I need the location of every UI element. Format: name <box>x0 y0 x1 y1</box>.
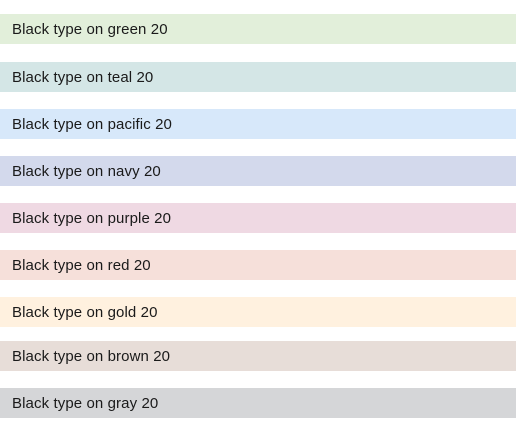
swatch-red-20: Black type on red 20 <box>0 250 516 280</box>
swatch-gray-20: Black type on gray 20 <box>0 388 516 418</box>
swatch-purple-20: Black type on purple 20 <box>0 203 516 233</box>
swatch-green-20: Black type on green 20 <box>0 14 516 44</box>
swatch-navy-20: Black type on navy 20 <box>0 156 516 186</box>
swatch-brown-20: Black type on brown 20 <box>0 341 516 371</box>
swatch-gold-20: Black type on gold 20 <box>0 297 516 327</box>
swatch-teal-20: Black type on teal 20 <box>0 62 516 92</box>
swatch-pacific-20: Black type on pacific 20 <box>0 109 516 139</box>
